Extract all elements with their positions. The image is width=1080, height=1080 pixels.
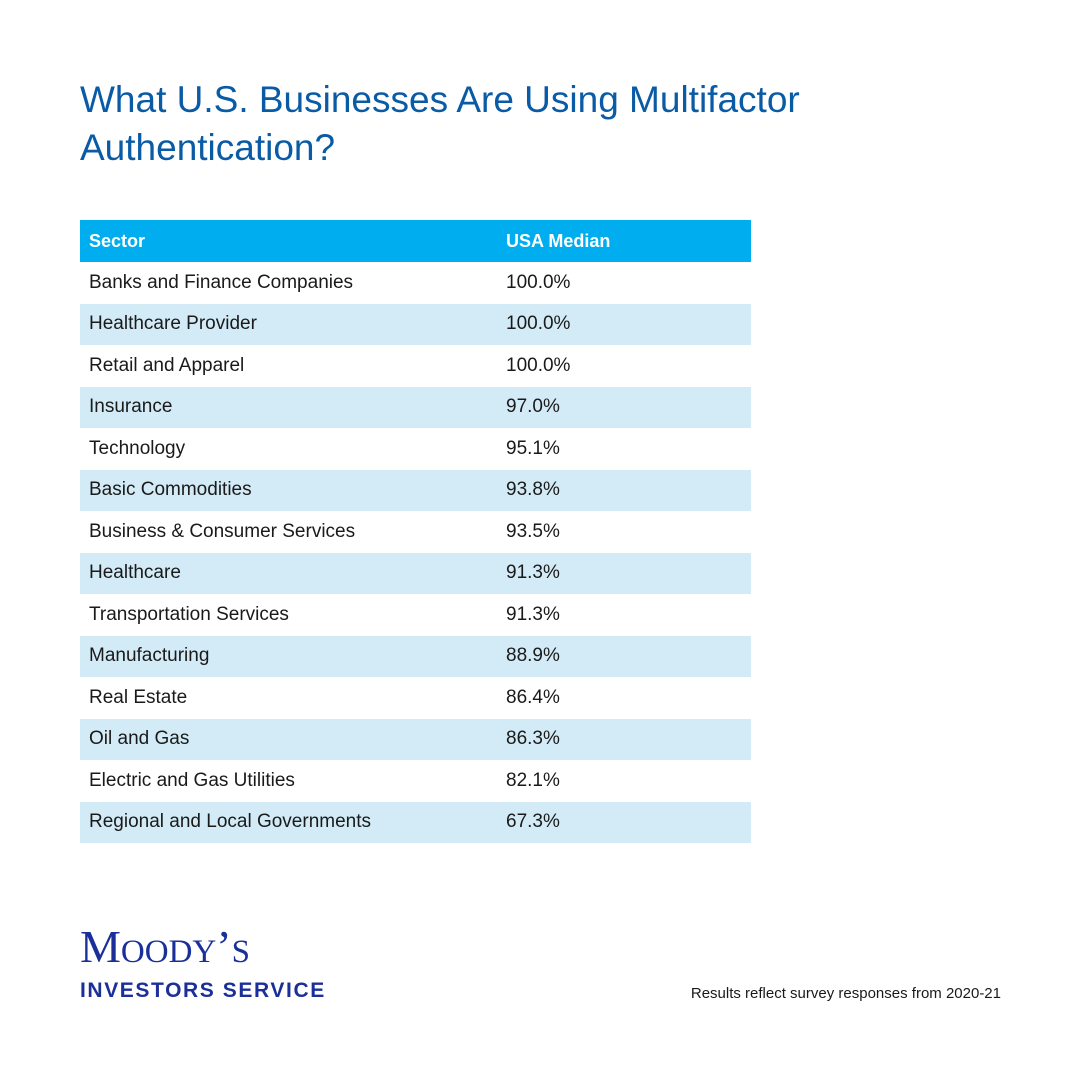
- sector-cell: Oil and Gas: [89, 728, 190, 750]
- table-row: Real Estate 86.4%: [80, 677, 751, 719]
- sector-cell: Retail and Apparel: [89, 354, 245, 376]
- table-row: Retail and Apparel 100.0%: [80, 345, 751, 387]
- sector-cell: Transportation Services: [89, 603, 289, 625]
- usa-median-cell: 88.9%: [506, 645, 560, 667]
- table-row: Oil and Gas 86.3%: [80, 718, 751, 760]
- sector-cell: Healthcare Provider: [89, 313, 257, 335]
- column-header-sector: Sector: [89, 230, 146, 251]
- sector-cell: Real Estate: [89, 686, 188, 708]
- usa-median-cell: 86.4%: [506, 686, 560, 708]
- table-row: Basic Commodities 93.8%: [80, 469, 751, 511]
- usa-median-cell: 95.1%: [506, 437, 560, 459]
- logo-wordmark: MOODY’S: [80, 921, 250, 972]
- moodys-logo: MOODY’S INVESTORS SERVICE: [80, 921, 350, 1005]
- usa-median-cell: 93.5%: [506, 520, 560, 542]
- sector-cell: Insurance: [89, 396, 173, 418]
- table-row: Manufacturing 88.9%: [80, 635, 751, 677]
- sector-cell: Manufacturing: [89, 645, 210, 667]
- usa-median-cell: 67.3%: [506, 811, 560, 833]
- table-row: Healthcare Provider 100.0%: [80, 303, 751, 345]
- table-row: Electric and Gas Utilities 82.1%: [80, 760, 751, 802]
- usa-median-cell: 100.0%: [506, 271, 571, 293]
- page-title: What U.S. Businesses Are Using Multifact…: [80, 79, 800, 168]
- sector-cell: Electric and Gas Utilities: [89, 769, 295, 791]
- sector-cell: Banks and Finance Companies: [89, 271, 354, 293]
- sector-cell: Regional and Local Governments: [89, 811, 372, 833]
- mfa-table: Sector USA Median Banks and Finance Comp…: [80, 220, 751, 843]
- table-row: Technology 95.1%: [80, 428, 751, 470]
- usa-median-cell: 82.1%: [506, 769, 560, 791]
- table-row: Transportation Services 91.3%: [80, 594, 751, 636]
- sector-cell: Technology: [89, 437, 186, 459]
- logo-subtitle: INVESTORS SERVICE: [80, 979, 326, 1002]
- table-body: Banks and Finance Companies 100.0% Healthc…: [80, 262, 751, 843]
- column-header-usa-median: USA Median: [506, 230, 611, 251]
- survey-footnote: Results reflect survey responses from 20…: [690, 985, 1001, 1002]
- table-row: Insurance 97.0%: [80, 386, 751, 428]
- table-row: Banks and Finance Companies 100.0%: [80, 262, 751, 304]
- table-header: Sector USA Median: [80, 220, 751, 262]
- sector-cell: Basic Commodities: [89, 479, 252, 501]
- usa-median-cell: 97.0%: [506, 396, 560, 418]
- table-row: Regional and Local Governments 67.3%: [80, 801, 751, 843]
- usa-median-cell: 86.3%: [506, 728, 560, 750]
- sector-cell: Healthcare: [89, 562, 181, 584]
- sector-cell: Business & Consumer Services: [89, 520, 356, 542]
- usa-median-cell: 91.3%: [506, 603, 560, 625]
- table-row: Business & Consumer Services 93.5%: [80, 511, 751, 553]
- usa-median-cell: 100.0%: [506, 354, 571, 376]
- usa-median-cell: 91.3%: [506, 562, 560, 584]
- usa-median-cell: 93.8%: [506, 479, 560, 501]
- usa-median-cell: 100.0%: [506, 313, 571, 335]
- table-row: Healthcare 91.3%: [80, 552, 751, 594]
